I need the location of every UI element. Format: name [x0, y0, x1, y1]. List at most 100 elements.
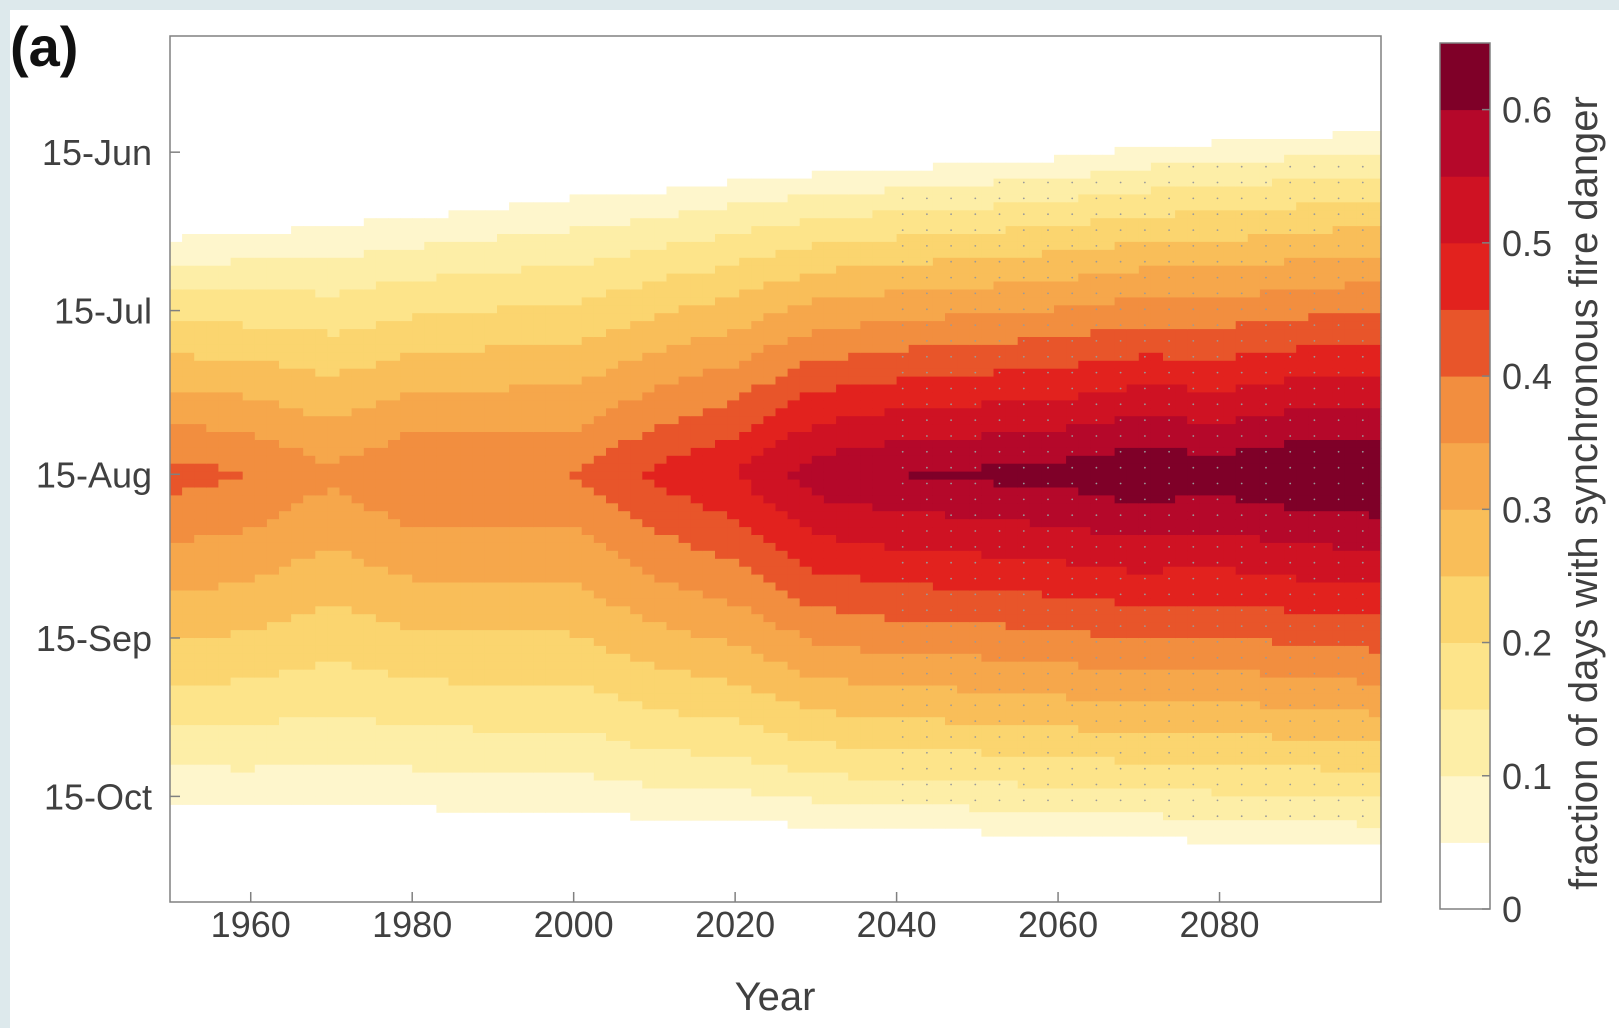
heatmap-cell	[727, 638, 740, 647]
heatmap-cell	[363, 701, 377, 710]
heatmap-cell	[557, 748, 571, 758]
heatmap-cell	[436, 511, 450, 520]
heatmap-cell	[218, 598, 232, 607]
heatmap-cell	[533, 352, 546, 362]
heatmap-cell	[388, 313, 401, 322]
heatmap-cell	[836, 661, 849, 671]
heatmap-cell	[254, 432, 268, 441]
heatmap-cell	[775, 693, 789, 702]
heatmap-cell	[642, 661, 655, 671]
heatmap-cell	[872, 218, 886, 227]
heatmap-cell	[860, 574, 873, 584]
heatmap-cell	[533, 424, 546, 433]
heatmap-cell	[666, 582, 680, 591]
heatmap-cell	[230, 527, 244, 536]
heatmap-cell	[230, 297, 244, 306]
heatmap-cell	[606, 281, 619, 290]
heatmap-cell	[860, 677, 873, 687]
heatmap-cell	[339, 329, 353, 338]
heatmap-cell	[884, 756, 898, 766]
heatmap-cell	[836, 479, 849, 489]
heatmap-cell	[654, 400, 668, 409]
heatmap-cell	[884, 344, 898, 354]
heatmap-cell	[388, 550, 401, 560]
heatmap-cell	[896, 788, 910, 797]
heatmap-cell	[218, 733, 232, 742]
heatmap-cell	[327, 321, 341, 330]
heatmap-cell	[932, 360, 946, 370]
heatmap-cell	[291, 432, 304, 441]
heatmap-cell	[557, 337, 571, 346]
heatmap-cell	[787, 408, 801, 417]
heatmap-cell	[715, 527, 728, 536]
heatmap-cell	[327, 669, 341, 679]
heatmap-cell	[327, 344, 341, 354]
heatmap-cell	[509, 424, 522, 433]
heatmap-cell	[351, 590, 365, 599]
heatmap-cell	[412, 234, 425, 243]
heatmap-cell	[218, 289, 232, 298]
heatmap-cell	[521, 519, 534, 528]
heatmap-cell	[787, 297, 801, 306]
heatmap-cell	[218, 265, 232, 275]
heatmap-cell	[315, 622, 328, 631]
heatmap-cell	[279, 392, 292, 401]
heatmap-cell	[351, 463, 365, 473]
heatmap-cell	[908, 685, 922, 694]
heatmap-cell	[557, 447, 571, 457]
heatmap-cell	[775, 234, 789, 243]
heatmap-cell	[690, 495, 704, 504]
heatmap-cell	[339, 249, 353, 259]
heatmap-cell	[739, 542, 752, 552]
heatmap-cell	[932, 812, 946, 821]
heatmap-cell	[291, 257, 304, 267]
heatmap-cell	[351, 772, 365, 782]
heatmap-cell	[932, 717, 946, 726]
heatmap-cell	[545, 455, 559, 465]
heatmap-cell	[811, 416, 825, 425]
heatmap-cell	[799, 432, 813, 441]
heatmap-cell	[642, 471, 655, 481]
heatmap-cell	[218, 614, 232, 623]
heatmap-cell	[339, 780, 353, 789]
heatmap-cell	[339, 368, 353, 378]
heatmap-cell	[557, 796, 571, 805]
heatmap-cell	[182, 400, 195, 409]
heatmap-cell	[727, 566, 740, 576]
heatmap-cell	[715, 202, 728, 211]
heatmap-cell	[230, 471, 244, 481]
heatmap-cell	[557, 693, 571, 702]
heatmap-cell	[436, 725, 450, 734]
heatmap-cell	[339, 440, 353, 449]
heatmap-cell	[823, 503, 837, 512]
heatmap-cell	[363, 344, 377, 354]
heatmap-cell	[291, 685, 304, 694]
heatmap-cell	[727, 297, 740, 306]
heatmap-cell	[848, 740, 861, 750]
heatmap-cell	[194, 329, 207, 338]
heatmap-cell	[279, 400, 292, 409]
heatmap-cell	[727, 788, 740, 797]
heatmap-cell	[823, 289, 837, 298]
heatmap-cell	[533, 384, 546, 393]
heatmap-cell	[266, 590, 280, 599]
heatmap-cell	[339, 748, 353, 758]
heatmap-cell	[690, 796, 704, 805]
heatmap-cell	[484, 550, 498, 560]
heatmap-cell	[751, 495, 764, 504]
heatmap-cell	[206, 740, 219, 750]
heatmap-cell	[811, 527, 825, 536]
heatmap-cell	[787, 241, 801, 251]
heatmap-cell	[860, 265, 873, 275]
heatmap-cell	[642, 487, 655, 496]
heatmap-cell	[254, 764, 268, 774]
heatmap-cell	[497, 550, 510, 560]
heatmap-cell	[727, 392, 740, 401]
heatmap-cell	[424, 392, 437, 401]
heatmap-cell	[908, 273, 922, 283]
heatmap-cell	[194, 764, 207, 774]
heatmap-cell	[715, 416, 728, 425]
heatmap-cell	[339, 661, 353, 671]
heatmap-cell	[472, 447, 486, 457]
heatmap-cell	[363, 305, 377, 314]
